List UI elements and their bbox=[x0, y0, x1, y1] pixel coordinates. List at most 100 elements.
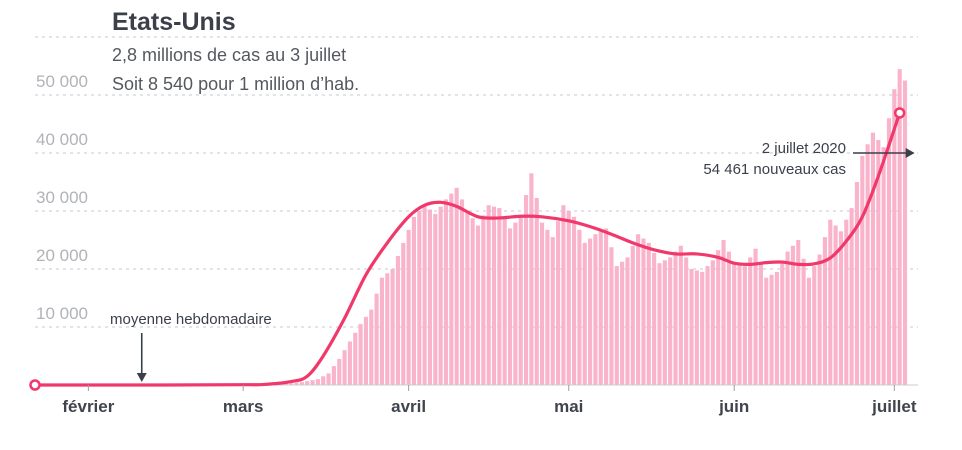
bar bbox=[636, 234, 641, 385]
bar bbox=[705, 266, 710, 385]
bar bbox=[497, 208, 502, 385]
x-tick-label: février bbox=[62, 397, 115, 416]
bar bbox=[716, 250, 721, 385]
bar bbox=[822, 237, 828, 385]
bar bbox=[454, 187, 459, 385]
bar bbox=[838, 231, 844, 385]
y-tick-label: 20 000 bbox=[36, 247, 100, 265]
bar bbox=[486, 205, 491, 385]
bar bbox=[443, 199, 449, 385]
x-tick-marks bbox=[87, 385, 895, 391]
bar bbox=[753, 248, 758, 385]
bar bbox=[459, 199, 465, 385]
bar bbox=[780, 261, 785, 385]
bar bbox=[886, 118, 892, 385]
chart-subtitle-line-2: Soit 8 540 pour 1 million d’hab. bbox=[112, 74, 360, 94]
bar bbox=[539, 222, 545, 385]
bar bbox=[555, 221, 561, 385]
bar bbox=[545, 229, 550, 385]
line-end-marker bbox=[893, 107, 906, 119]
bar bbox=[283, 383, 288, 385]
annotation-arrowhead bbox=[136, 373, 147, 382]
bar bbox=[401, 242, 406, 385]
bar bbox=[433, 213, 438, 385]
bar bbox=[865, 144, 870, 385]
annotation-weekly-average: moyenne hebdomadaire bbox=[110, 311, 272, 328]
bar bbox=[529, 173, 534, 385]
bar-series bbox=[166, 69, 908, 386]
bar bbox=[449, 193, 454, 385]
bar bbox=[331, 366, 336, 385]
bar bbox=[572, 216, 577, 385]
bar bbox=[481, 215, 486, 385]
line-start-marker bbox=[29, 379, 41, 391]
annotation-peak-cases: 54 461 nouveaux cas bbox=[703, 161, 846, 178]
bar bbox=[614, 266, 619, 385]
x-tick-label: juillet bbox=[872, 397, 917, 416]
bar bbox=[310, 380, 315, 385]
bar bbox=[321, 376, 326, 385]
y-tick-label: 30 000 bbox=[36, 189, 100, 207]
bar bbox=[881, 147, 886, 385]
bar bbox=[379, 277, 385, 385]
bar bbox=[566, 211, 571, 385]
bar bbox=[523, 195, 529, 385]
bar bbox=[694, 270, 699, 385]
bar bbox=[406, 229, 411, 385]
bar bbox=[438, 206, 443, 385]
bar bbox=[625, 257, 630, 385]
bar bbox=[833, 225, 838, 385]
bar bbox=[342, 350, 347, 385]
bar bbox=[684, 257, 689, 385]
bar bbox=[796, 240, 801, 385]
bar bbox=[315, 379, 320, 385]
bar bbox=[513, 222, 518, 385]
bar bbox=[422, 205, 427, 385]
bar bbox=[369, 309, 374, 385]
bar bbox=[630, 245, 635, 385]
bar bbox=[732, 263, 737, 385]
bar bbox=[742, 266, 747, 385]
bar bbox=[385, 273, 390, 385]
y-tick-label: 40 000 bbox=[36, 131, 100, 149]
bar bbox=[534, 197, 539, 385]
bar bbox=[785, 251, 790, 385]
bar bbox=[854, 182, 860, 385]
bar bbox=[294, 382, 299, 385]
annotation-arrowhead bbox=[905, 148, 915, 158]
bar bbox=[518, 216, 523, 385]
bar bbox=[620, 261, 625, 385]
bar bbox=[737, 264, 742, 385]
bar bbox=[491, 206, 497, 385]
bar bbox=[662, 260, 667, 385]
bar bbox=[582, 242, 587, 385]
bar bbox=[358, 324, 363, 385]
bar bbox=[550, 237, 555, 385]
bar bbox=[427, 209, 433, 385]
bar bbox=[411, 216, 417, 385]
bar bbox=[870, 132, 876, 385]
bar bbox=[758, 263, 763, 385]
bar bbox=[748, 257, 753, 385]
bar bbox=[593, 234, 598, 385]
bar bbox=[897, 69, 902, 386]
bar bbox=[668, 257, 673, 385]
bar bbox=[395, 255, 401, 385]
bar bbox=[337, 358, 342, 385]
chart-subtitle-line-1: 2,8 millions de cas au 3 juillet bbox=[112, 45, 347, 65]
bar bbox=[652, 253, 657, 385]
bar bbox=[801, 258, 806, 385]
bar bbox=[844, 219, 849, 385]
bar bbox=[689, 269, 694, 385]
x-tick-label: juin bbox=[719, 397, 750, 416]
bar bbox=[849, 208, 854, 385]
bar bbox=[726, 251, 731, 385]
bar bbox=[326, 373, 331, 385]
bar bbox=[769, 274, 774, 385]
annotation-peak-date: 2 juillet 2020 bbox=[761, 140, 846, 157]
bar bbox=[390, 269, 395, 385]
bar bbox=[305, 381, 310, 385]
bar bbox=[475, 225, 481, 385]
bar bbox=[299, 382, 304, 385]
bar bbox=[657, 263, 662, 385]
